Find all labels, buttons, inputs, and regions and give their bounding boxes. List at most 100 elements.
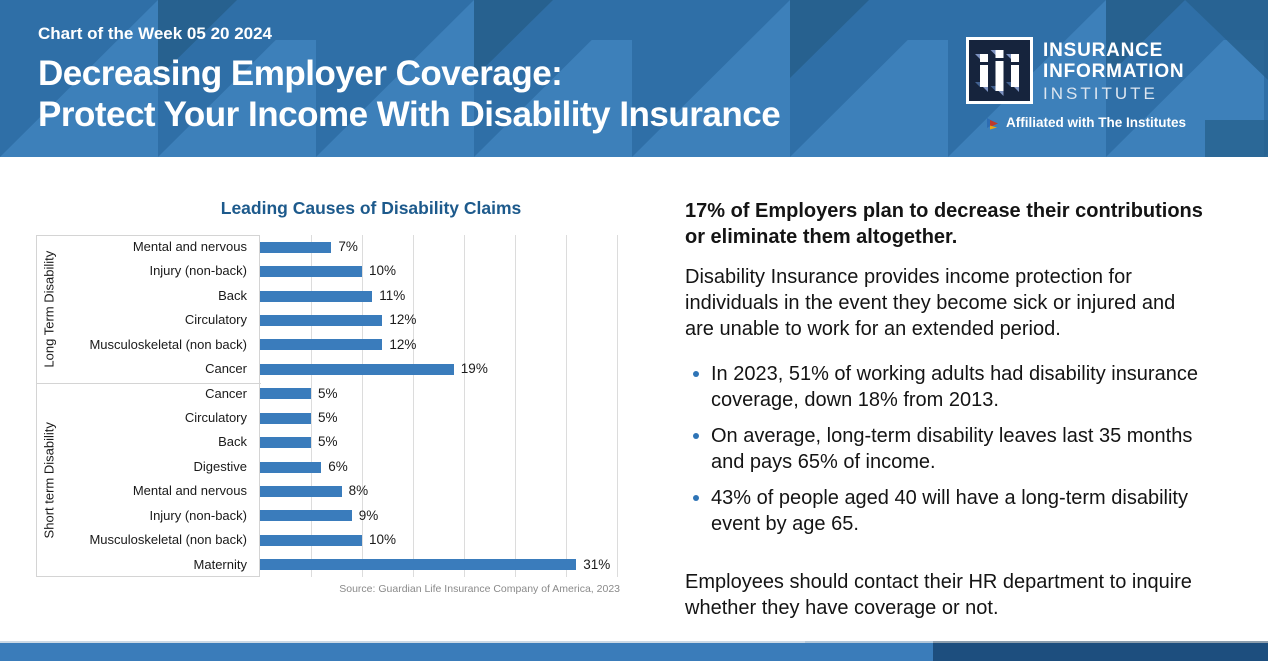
category-label: Back	[218, 434, 247, 450]
bar	[260, 266, 362, 278]
category-label: Injury (non-back)	[149, 263, 247, 279]
gridline	[515, 235, 516, 577]
category-label: Mental and nervous	[132, 239, 247, 254]
intro-paragraph: Disability Insurance provides income pro…	[685, 266, 1176, 340]
category-label: Musculoskeletal (non back)	[89, 532, 247, 548]
gridline	[617, 235, 618, 577]
kicker-date: Chart of the Week 05 20 2024	[38, 24, 273, 43]
chart-row: Injury (non-back) 9%	[36, 504, 620, 528]
category-label: Mental and nervous	[132, 483, 247, 499]
value-label: 31%	[583, 556, 611, 572]
logo-word-institute: INSTITUTE	[1043, 84, 1158, 103]
bullet-dot-icon	[693, 433, 699, 439]
group-divider-line	[37, 382, 261, 384]
chart-row: Mental and nervous 8%	[36, 479, 620, 503]
logo-word-information: INFORMATION	[1043, 61, 1185, 82]
text-column: 17% of Employers plan to decrease their …	[685, 198, 1203, 621]
value-label: 11%	[379, 287, 406, 303]
footer-bar	[0, 641, 1268, 661]
bar	[260, 290, 373, 302]
chart-plot-area: Long Term Disability Short term Disabilit…	[36, 235, 620, 577]
bullet-text: In 2023, 51% of working adults had disab…	[711, 363, 1198, 411]
chart-label-panel: Long Term Disability Short term Disabilit…	[36, 235, 261, 577]
bullet-dot-icon	[693, 371, 699, 377]
category-label: Injury (non-back)	[149, 507, 247, 523]
value-label: 19%	[460, 361, 488, 377]
header-text: Chart of the Week 05 20 2024 Decreasing …	[38, 24, 781, 135]
bar	[260, 412, 311, 424]
value-label: 5%	[318, 385, 338, 401]
chart-row: Cancer 19%	[36, 357, 620, 381]
bar	[260, 510, 352, 522]
value-label: 6%	[328, 458, 348, 474]
chart-row: Mental and nervous 7%	[36, 235, 620, 259]
chart-row: Cancer 5%	[36, 382, 620, 406]
chart-row: Musculoskeletal (non back) 12%	[36, 333, 620, 357]
chart-row: Injury (non-back) 10%	[36, 259, 620, 283]
value-label: 5%	[318, 434, 338, 450]
affiliation-text: Affiliated with The Institutes	[1006, 115, 1187, 130]
header-banner: Chart of the Week 05 20 2024 Decreasing …	[0, 0, 1268, 157]
category-label: Circulatory	[184, 410, 247, 425]
bullet-item: On average, long-term disability leaves …	[685, 423, 1203, 475]
bullet-dot-icon	[693, 495, 699, 501]
page-title-line2: Protect Your Income With Disability Insu…	[38, 95, 781, 134]
chart-row: Circulatory 5%	[36, 406, 620, 430]
chart-title: Leading Causes of Disability Claims	[220, 198, 522, 218]
bar	[260, 437, 311, 449]
chart-row: Back 5%	[36, 430, 620, 454]
chart: Leading Causes of Disability Claims Long…	[36, 198, 620, 595]
bar	[260, 314, 383, 326]
value-label: 9%	[358, 507, 379, 523]
page-title: Decreasing Employer Coverage: Protect Yo…	[38, 53, 781, 135]
value-label: 5%	[318, 410, 338, 425]
footer-segment-navy	[933, 643, 1268, 661]
bullet-item: 43% of people aged 40 will have a long-t…	[685, 485, 1203, 537]
value-label: 10%	[369, 532, 397, 548]
bar	[260, 241, 332, 253]
gridline	[566, 235, 567, 577]
header-pattern-background	[0, 0, 1268, 157]
value-label: 10%	[369, 263, 397, 279]
category-label: Musculoskeletal (non back)	[89, 336, 247, 352]
chart-row: Back 11%	[36, 284, 620, 308]
category-label: Back	[218, 287, 247, 303]
lead-statement: 17% of Employers plan to decrease their …	[685, 200, 1203, 248]
page-title-line1: Decreasing Employer Coverage:	[38, 54, 563, 93]
footer-highlight-right	[933, 641, 1268, 643]
logo-word-insurance: INSURANCE	[1043, 40, 1164, 61]
bar	[260, 534, 362, 546]
footer-segment-blue	[0, 643, 933, 661]
chart-row: Circulatory 12%	[36, 308, 620, 332]
value-label: 7%	[338, 239, 358, 254]
logo-wordmark: INSURANCE INFORMATION INSTITUTE	[1043, 40, 1184, 104]
value-label: 12%	[389, 336, 417, 352]
bar	[260, 461, 322, 473]
category-label: Circulatory	[184, 312, 247, 328]
value-label: 8%	[348, 483, 369, 499]
gridline	[413, 235, 414, 577]
bullet-list: In 2023, 51% of working adults had disab…	[685, 361, 1203, 537]
category-label: Cancer	[205, 385, 247, 401]
iii-monogram-icon	[966, 37, 1033, 104]
gridline	[311, 235, 312, 577]
bullet-text: 43% of people aged 40 will have a long-t…	[711, 487, 1188, 535]
affiliation-line: Affiliated with The Institutes	[986, 115, 1186, 130]
category-label: Digestive	[193, 458, 247, 474]
bar	[260, 486, 342, 497]
chart-row: Musculoskeletal (non back) 10%	[36, 528, 620, 552]
bar	[260, 388, 311, 400]
bar	[260, 363, 454, 375]
gridline	[362, 235, 363, 577]
gridline	[464, 235, 465, 577]
closing-paragraph: Employees should contact their HR depart…	[685, 571, 1192, 619]
bar	[260, 559, 577, 571]
bullet-item: In 2023, 51% of working adults had disab…	[685, 361, 1203, 413]
bar	[260, 339, 383, 351]
chart-row: Maternity 31%	[36, 553, 620, 577]
chart-row: Digestive 6%	[36, 455, 620, 479]
footer-highlight-left	[0, 641, 805, 643]
bullet-text: On average, long-term disability leaves …	[711, 425, 1193, 473]
play-triangles-icon	[987, 117, 998, 129]
